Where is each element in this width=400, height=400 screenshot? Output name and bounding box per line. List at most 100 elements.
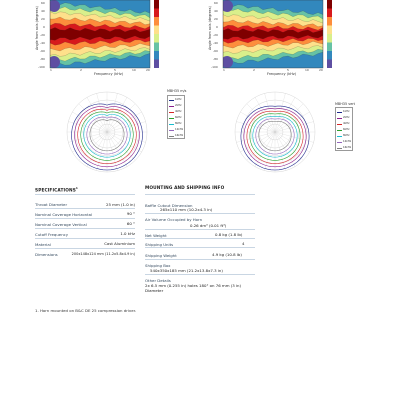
contour-graphic-right bbox=[222, 0, 332, 69]
polar-curve bbox=[258, 121, 292, 152]
spec-label: Material bbox=[35, 242, 51, 247]
polar-grid-spoke bbox=[246, 131, 276, 161]
colorbar-segment bbox=[327, 25, 332, 34]
polar-curve bbox=[246, 110, 304, 164]
contour-graphic-left bbox=[49, 0, 159, 69]
contour-plot-horizontal: Angle from axis (degrees) Frequency (kHz… bbox=[32, 0, 172, 80]
legend-item: 12kHz bbox=[169, 128, 185, 132]
polar-grid-spoke bbox=[96, 131, 108, 171]
y-tick: -80 bbox=[213, 57, 218, 61]
polar-grid-spoke bbox=[246, 103, 276, 133]
divider bbox=[145, 247, 255, 248]
spec-label: Cutoff Frequency bbox=[35, 232, 69, 237]
shipping-value: 4 bbox=[242, 241, 245, 246]
colorbar-segment bbox=[154, 42, 159, 51]
legend-item: 12kHz bbox=[337, 140, 353, 144]
divider bbox=[35, 228, 135, 229]
polar-curve bbox=[77, 108, 137, 164]
legend-title: MBH35 vert bbox=[335, 102, 356, 106]
legend-item: 1kHz bbox=[169, 98, 185, 102]
y-tick: -40 bbox=[40, 41, 45, 45]
shipping-value: 4.9 kg (10.8 lb) bbox=[212, 252, 242, 257]
contour-plot-vertical: Angle from axis (degrees) Frequency (kHz… bbox=[205, 0, 345, 80]
y-tick: -60 bbox=[213, 49, 218, 53]
x-axis-label: Frequency (kHz) bbox=[94, 72, 124, 76]
polar-grid-spoke bbox=[274, 131, 296, 167]
y-axis-label: Angle from axis (degrees) bbox=[208, 6, 212, 50]
colorbar-segment bbox=[327, 17, 332, 26]
x-tick: 20 bbox=[146, 68, 150, 72]
polar-grid-spoke bbox=[264, 93, 276, 133]
legend-item: 1kHz bbox=[337, 110, 353, 114]
spec-label: Nominal Coverage Vertical bbox=[35, 222, 87, 227]
colorbar-segment bbox=[154, 59, 159, 68]
shipping-label: Shipping Box bbox=[145, 263, 171, 268]
shipping-value: 2x 6.5 mm (0.255 in) holes 180° on 76 mm… bbox=[145, 283, 242, 293]
polar-grid-spoke bbox=[106, 93, 118, 133]
y-tick: 40 bbox=[41, 9, 45, 13]
polar-grid-spoke bbox=[274, 131, 286, 171]
polar-curve bbox=[252, 116, 298, 158]
polar-grid-spoke bbox=[264, 131, 276, 171]
divider bbox=[145, 229, 255, 230]
shipping-label: Shipping Weight bbox=[145, 253, 177, 258]
spec-value: 90 ° bbox=[126, 211, 135, 216]
x-tick: 5 bbox=[114, 68, 116, 72]
spec-value: Cast Aluminium bbox=[104, 241, 135, 246]
divider bbox=[145, 238, 255, 239]
contour-blob bbox=[50, 0, 60, 12]
shipping-label: Other Details bbox=[145, 278, 171, 283]
y-tick: -100 bbox=[211, 65, 218, 69]
polar-curve bbox=[240, 105, 310, 171]
polar-curve bbox=[243, 108, 307, 168]
x-tick: 2 bbox=[80, 68, 82, 72]
legend-item: 16kHz bbox=[169, 134, 185, 138]
y-tick: 0 bbox=[43, 25, 45, 29]
colorbar-segment bbox=[154, 17, 159, 26]
polar-curve bbox=[249, 113, 301, 161]
divider bbox=[35, 248, 135, 249]
polar-grid-spoke bbox=[106, 131, 136, 161]
colorbar-segment bbox=[327, 42, 332, 51]
y-tick: -40 bbox=[213, 41, 218, 45]
polar-grid-spoke bbox=[254, 131, 276, 167]
x-tick: 20 bbox=[319, 68, 323, 72]
polar-grid-spoke bbox=[274, 121, 314, 133]
spec-label: Nominal Coverage Horizontal bbox=[35, 212, 93, 217]
divider bbox=[35, 238, 135, 239]
colorbar-segment bbox=[327, 51, 332, 60]
divider bbox=[145, 194, 255, 195]
divider bbox=[35, 208, 135, 209]
divider bbox=[145, 259, 255, 260]
shipping-value: 265x110 mm (10.2x4.3 in) bbox=[160, 207, 213, 212]
x-tick: 2 bbox=[253, 68, 255, 72]
polar-grid-spoke bbox=[106, 97, 128, 133]
legend: 1kHz 2kHz 4kHz 6kHz 8kHz 12kHz 16kHz bbox=[167, 95, 185, 139]
polar-grid-spoke bbox=[274, 93, 286, 133]
y-tick: -20 bbox=[40, 33, 45, 37]
colorbar-segment bbox=[154, 25, 159, 34]
contour-band bbox=[50, 27, 150, 41]
polar-grid-spoke bbox=[96, 93, 108, 133]
x-tick: 1 bbox=[223, 68, 225, 72]
polar-grid-spoke bbox=[106, 131, 146, 143]
legend-item: 6kHz bbox=[169, 116, 185, 120]
x-tick: 10 bbox=[305, 68, 309, 72]
polar-curve bbox=[71, 103, 143, 171]
colorbar-segment bbox=[154, 51, 159, 60]
contour-blob bbox=[50, 56, 60, 68]
colorbar-segment bbox=[327, 34, 332, 43]
y-tick: 60 bbox=[41, 1, 45, 5]
y-axis-label: Angle from axis (degrees) bbox=[35, 6, 39, 50]
polar-grid-spoke bbox=[86, 131, 108, 167]
colorbar-segment bbox=[154, 0, 159, 9]
colorbar-segment bbox=[327, 8, 332, 17]
shipping-label: Shipping Units bbox=[145, 242, 174, 247]
polar-grid-spoke bbox=[106, 131, 118, 171]
shipping-label: Air Volume Occupied by Horn bbox=[145, 217, 203, 222]
polar-grid-spoke bbox=[78, 131, 108, 161]
x-axis-label: Frequency (kHz) bbox=[267, 72, 297, 76]
polar-grid-spoke bbox=[236, 121, 276, 133]
polar-curve bbox=[80, 111, 134, 161]
legend-item: 8kHz bbox=[169, 122, 185, 126]
